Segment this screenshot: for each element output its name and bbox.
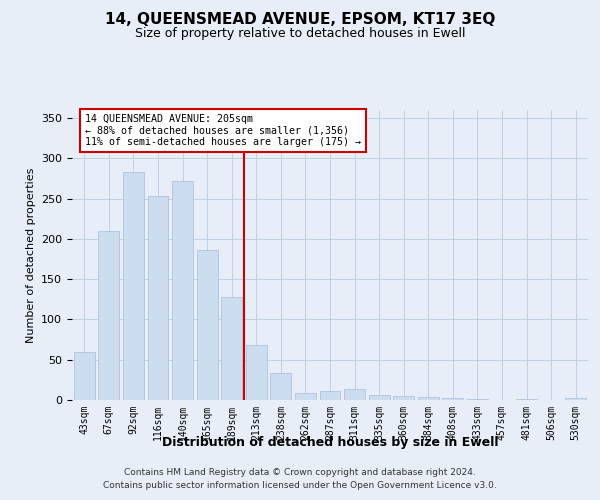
Text: 14, QUEENSMEAD AVENUE, EPSOM, KT17 3EQ: 14, QUEENSMEAD AVENUE, EPSOM, KT17 3EQ — [105, 12, 495, 28]
Bar — [516, 399, 537, 400]
Bar — [246, 345, 267, 400]
Bar — [98, 231, 119, 400]
Bar — [418, 397, 439, 400]
Bar — [74, 352, 95, 400]
Bar — [295, 393, 316, 400]
Text: 14 QUEENSMEAD AVENUE: 205sqm
← 88% of detached houses are smaller (1,356)
11% of: 14 QUEENSMEAD AVENUE: 205sqm ← 88% of de… — [85, 114, 361, 147]
Bar — [368, 395, 389, 400]
Text: Size of property relative to detached houses in Ewell: Size of property relative to detached ho… — [135, 28, 465, 40]
Bar — [197, 250, 218, 400]
Bar — [320, 391, 340, 400]
Text: Distribution of detached houses by size in Ewell: Distribution of detached houses by size … — [162, 436, 498, 449]
Bar — [172, 181, 193, 400]
Text: Contains HM Land Registry data © Crown copyright and database right 2024.: Contains HM Land Registry data © Crown c… — [124, 468, 476, 477]
Bar — [393, 396, 414, 400]
Text: Contains public sector information licensed under the Open Government Licence v3: Contains public sector information licen… — [103, 480, 497, 490]
Bar — [565, 398, 586, 400]
Bar — [148, 196, 169, 400]
Bar — [221, 297, 242, 400]
Bar — [344, 388, 365, 400]
Bar — [467, 399, 488, 400]
Bar — [123, 172, 144, 400]
Y-axis label: Number of detached properties: Number of detached properties — [26, 168, 35, 342]
Bar — [271, 374, 292, 400]
Bar — [442, 398, 463, 400]
